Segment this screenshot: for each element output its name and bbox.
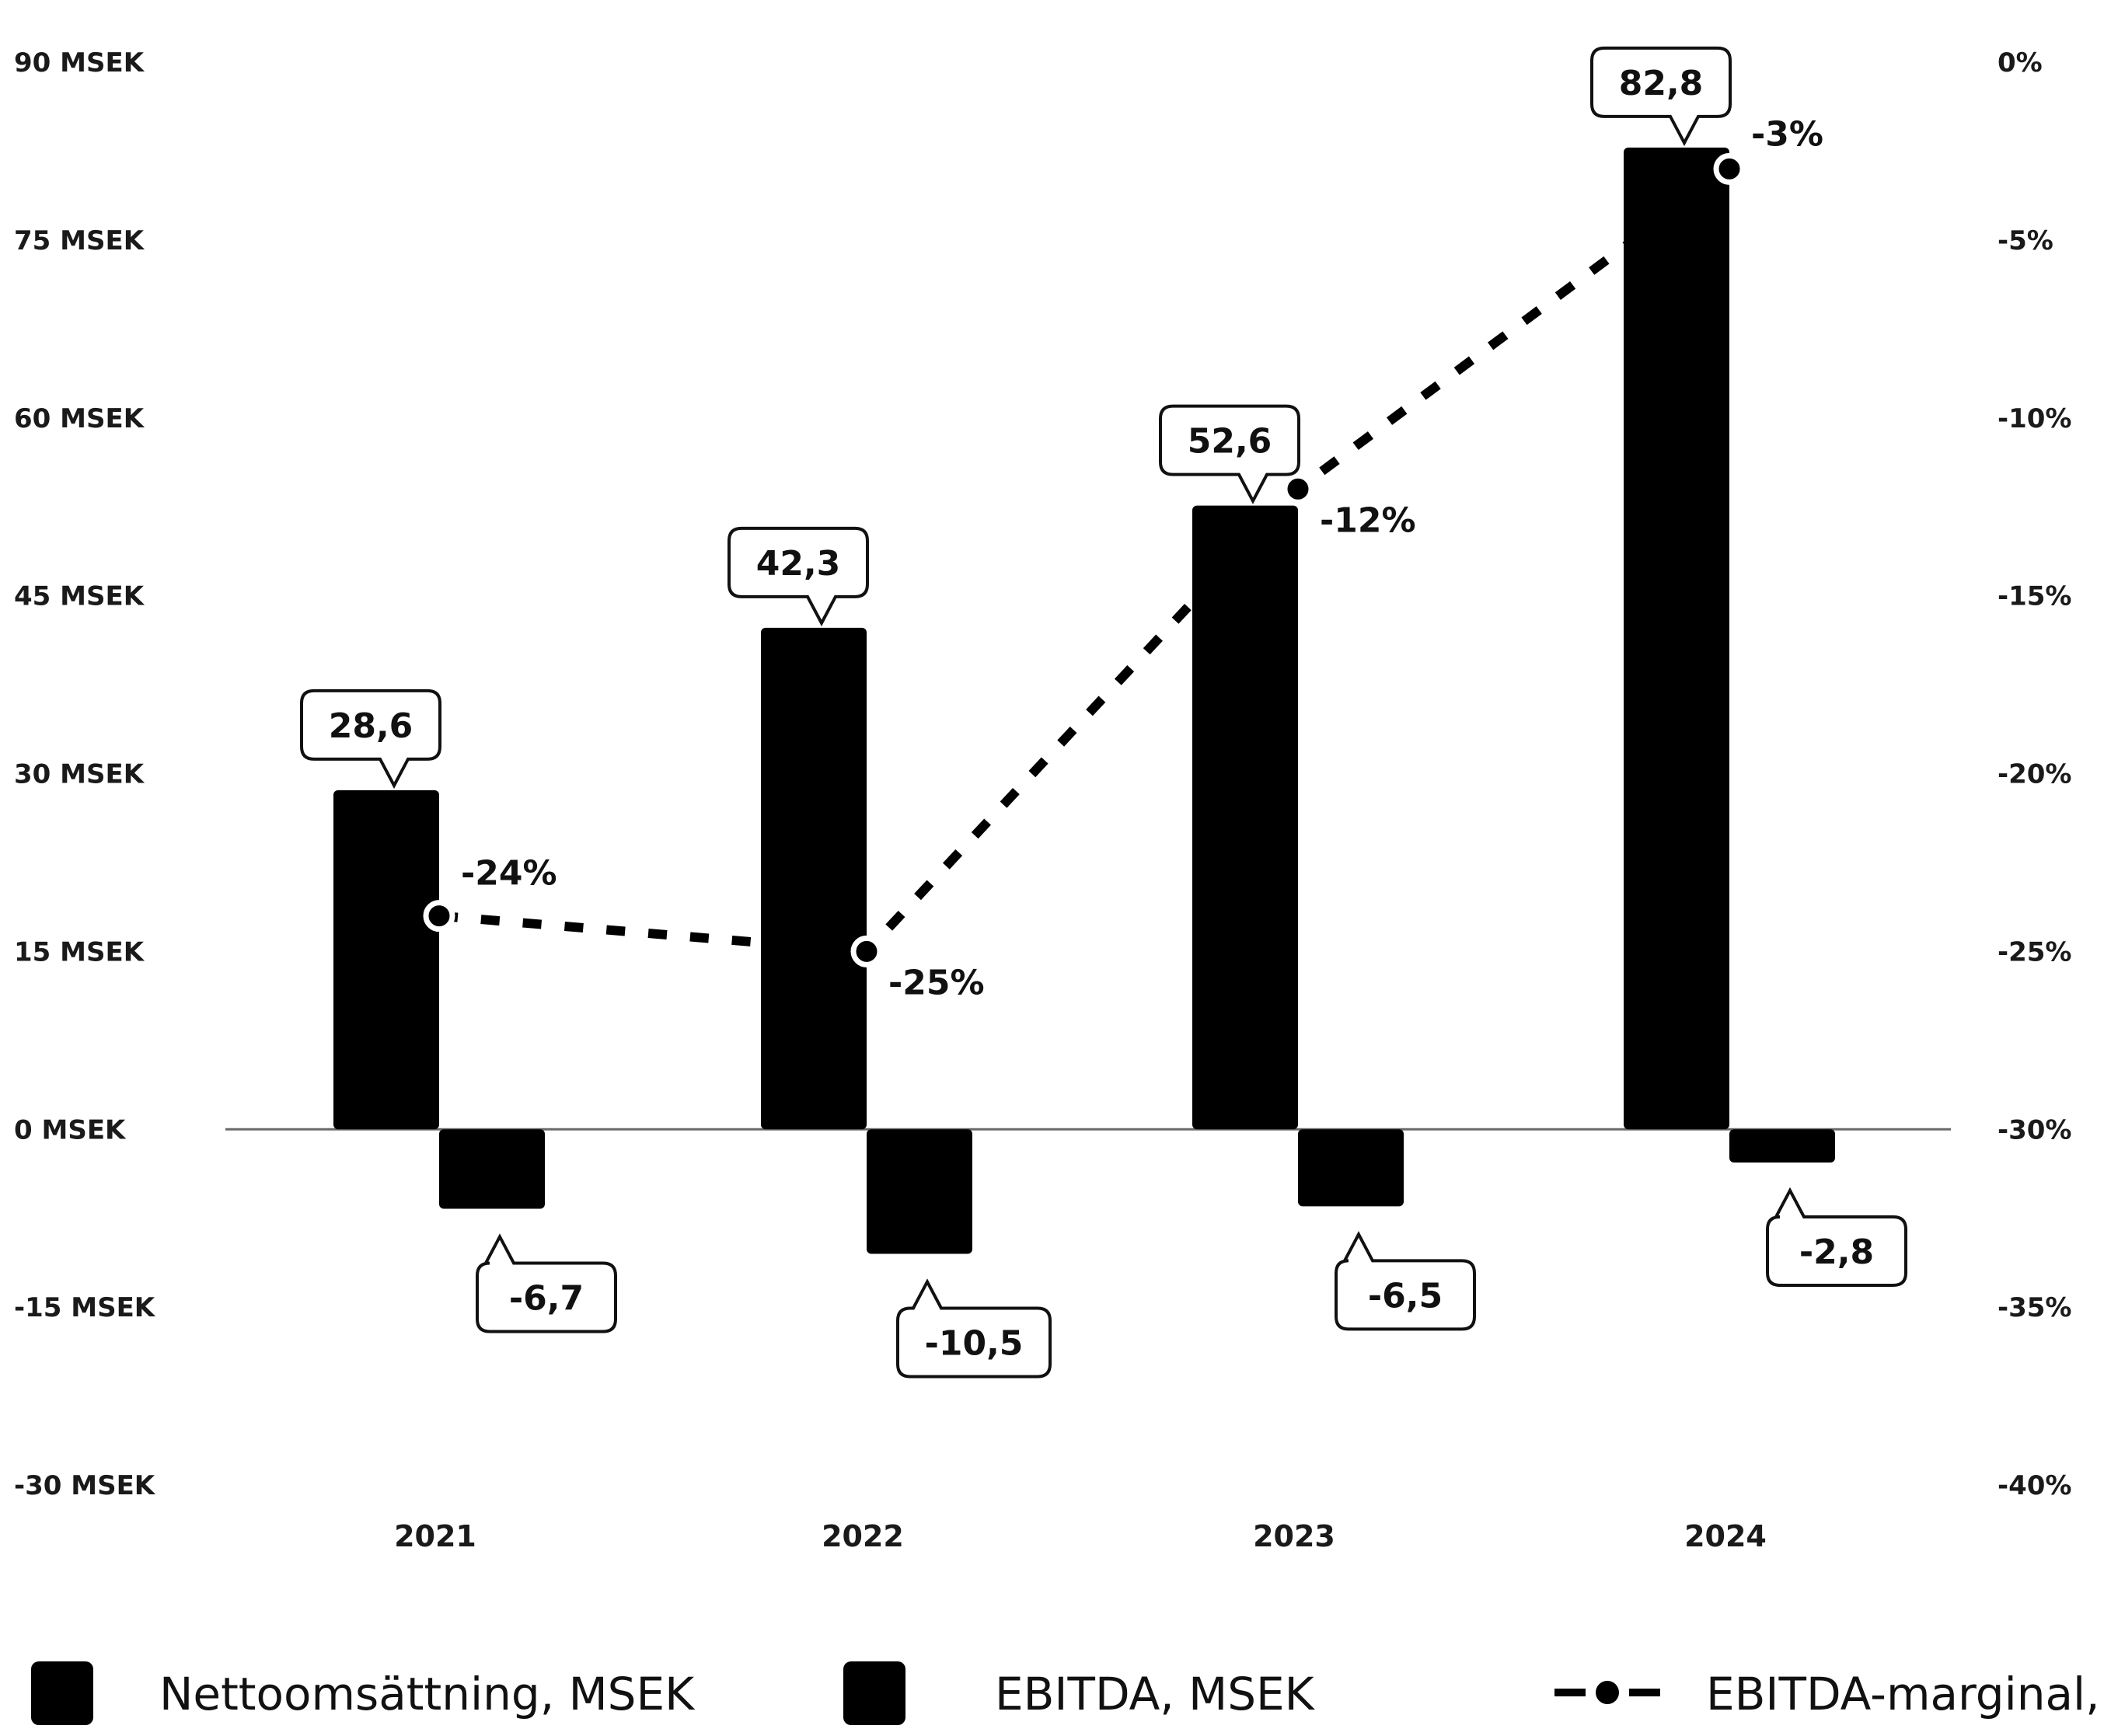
- revenue-value-label-box: [1590, 46, 1732, 147]
- ebitda-value-label: -6,5: [1335, 1231, 1476, 1331]
- ebitda-bar: [867, 1129, 972, 1254]
- x-tick-label: 2023: [1253, 1519, 1335, 1553]
- revenue-bar: [1192, 505, 1298, 1130]
- margin-value-label: -12%: [1320, 500, 1416, 540]
- revenue-value-label: 52,6: [1159, 404, 1300, 504]
- ebitda-bar: [1298, 1129, 1404, 1207]
- legend-label-margin: EBITDA-marginal, %: [1706, 1668, 2104, 1720]
- revenue-value-label: 28,6: [300, 688, 441, 790]
- ebitda-value-label-text: -10,5: [925, 1323, 1024, 1363]
- legend-swatch-revenue: [31, 1661, 93, 1725]
- right-axis-ticks: 0% -5% -10% -15% -20% -25% -30% -35% -40%: [1998, 47, 2072, 1501]
- left-tick-label: 90 MSEK: [14, 47, 145, 78]
- right-tick-label: -20%: [1998, 759, 2072, 790]
- legend-label-ebitda: EBITDA, MSEK: [995, 1668, 1316, 1720]
- right-tick-label: -30%: [1998, 1114, 2072, 1145]
- ebitda-value-label-text: -6,7: [509, 1278, 584, 1318]
- left-axis-ticks: 90 MSEK 75 MSEK 60 MSEK 45 MSEK 30 MSEK 15 MS…: [14, 47, 156, 1501]
- ebitda-bar: [1729, 1129, 1835, 1163]
- value-callouts: 28,6 -6,7 42,3 -10,5 52,6 -6,5 82,8 -2,8: [300, 46, 1907, 1379]
- ebitda-value-label: -2,8: [1766, 1187, 1907, 1287]
- revenue-value-label-text: 82,8: [1619, 64, 1704, 103]
- revenue-value-label: 42,3: [728, 526, 869, 627]
- legend-label-revenue: Nettoomsättning, MSEK: [159, 1668, 696, 1720]
- right-tick-label: -15%: [1998, 581, 2072, 612]
- legend-marker: [1596, 1681, 1619, 1704]
- legend: Nettoomsättning, MSEK EBITDA, MSEK EBITDA-…: [31, 1661, 2104, 1725]
- left-tick-label: 60 MSEK: [14, 403, 145, 434]
- margin-value-label: -3%: [1751, 114, 1823, 154]
- x-tick-label: 2021: [394, 1519, 476, 1553]
- ebitda-value-label-box: [896, 1278, 1052, 1379]
- ebitda-value-label-box: [1335, 1231, 1476, 1331]
- x-tick-label: 2024: [1684, 1519, 1767, 1553]
- revenue-value-label-text: 52,6: [1188, 422, 1272, 462]
- revenue-value-label-box: [300, 688, 441, 790]
- left-tick-label: 75 MSEK: [14, 225, 145, 256]
- margin-value-label: -24%: [461, 854, 557, 894]
- x-tick-label: 2022: [822, 1519, 904, 1553]
- right-tick-label: 0%: [1998, 47, 2043, 78]
- ebitda-value-label-box: [476, 1233, 617, 1333]
- right-tick-label: -35%: [1998, 1292, 2072, 1323]
- bars: [333, 147, 1835, 1254]
- left-tick-label: 0 MSEK: [14, 1114, 127, 1145]
- right-tick-label: -5%: [1998, 225, 2053, 256]
- ebitda-value-label-text: -2,8: [1799, 1232, 1874, 1272]
- legend-swatch-ebitda: [843, 1661, 905, 1725]
- left-tick-label: 15 MSEK: [14, 936, 145, 967]
- revenue-value-label: 82,8: [1590, 46, 1732, 147]
- right-tick-label: -25%: [1998, 936, 2072, 967]
- left-tick-label: -30 MSEK: [14, 1470, 156, 1501]
- revenue-bar: [761, 627, 867, 1130]
- margin-point: [423, 900, 455, 932]
- ebitda-value-label: -6,7: [476, 1233, 617, 1333]
- revenue-bar: [1624, 147, 1729, 1130]
- margin-point: [850, 935, 883, 967]
- margin-line-path: [438, 165, 1732, 957]
- ebitda-value-label-text: -6,5: [1368, 1276, 1443, 1316]
- margin-point: [1282, 472, 1314, 505]
- left-tick-label: 45 MSEK: [14, 581, 145, 612]
- margin-value-label: -25%: [888, 963, 985, 1002]
- revenue-value-label-text: 42,3: [756, 544, 841, 584]
- right-tick-label: -40%: [1998, 1470, 2072, 1501]
- ebitda-value-label-box: [1766, 1187, 1907, 1287]
- ebitda-value-label: -10,5: [896, 1278, 1052, 1379]
- right-tick-label: -10%: [1998, 403, 2072, 434]
- revenue-value-label-box: [1159, 404, 1300, 504]
- revenue-value-label-box: [728, 526, 869, 627]
- left-tick-label: 30 MSEK: [14, 759, 145, 790]
- x-axis-ticks: 2021 2022 2023 2024: [394, 1519, 1767, 1553]
- margin-point: [1713, 152, 1746, 185]
- margin-line: -24% -25% -12% -3%: [423, 114, 1823, 1002]
- revenue-bar: [333, 790, 439, 1130]
- revenue-value-label-text: 28,6: [329, 706, 413, 746]
- ebitda-bar: [439, 1129, 545, 1209]
- left-tick-label: -15 MSEK: [14, 1292, 156, 1323]
